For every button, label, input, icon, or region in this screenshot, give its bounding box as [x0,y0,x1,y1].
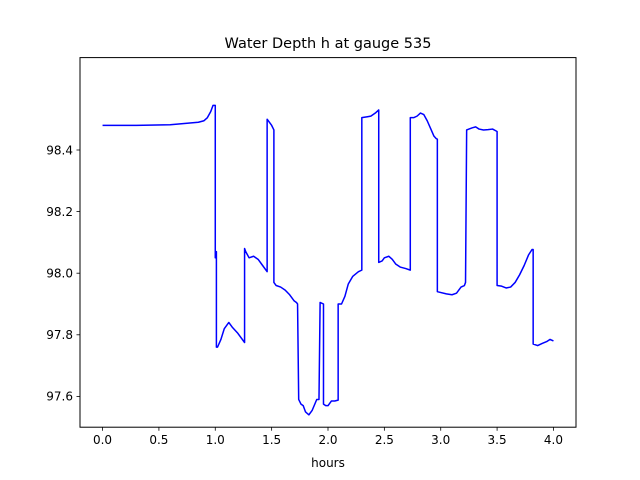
x-tick-label: 4.0 [544,433,563,447]
x-axis-label: hours [311,456,345,470]
chart-title: Water Depth h at gauge 535 [225,36,432,52]
series-line-0 [102,104,554,416]
x-tick-label: 3.5 [488,433,507,447]
x-tick-label: 2.5 [375,433,394,447]
y-tick-label: 98.0 [46,267,73,281]
series-layer [102,104,554,416]
y-tick-label: 97.8 [46,328,73,342]
x-tick-label: 1.0 [206,433,225,447]
x-tick-label: 1.5 [262,433,281,447]
y-tick-label: 97.6 [46,390,73,404]
y-tick-label: 98.2 [46,205,73,219]
x-tick-label: 3.0 [431,433,450,447]
y-tick-label: 98.4 [46,143,73,157]
x-axis-ticks: 0.0 0.5 1.0 1.5 2.0 2.5 3.0 3.5 4.0 [93,427,563,447]
y-axis-ticks: 97.6 97.8 98.0 98.2 98.4 [46,143,80,404]
x-tick-label: 0.5 [149,433,168,447]
plot-area [80,57,576,428]
x-tick-label: 0.0 [93,433,112,447]
x-tick-label: 2.0 [318,433,337,447]
